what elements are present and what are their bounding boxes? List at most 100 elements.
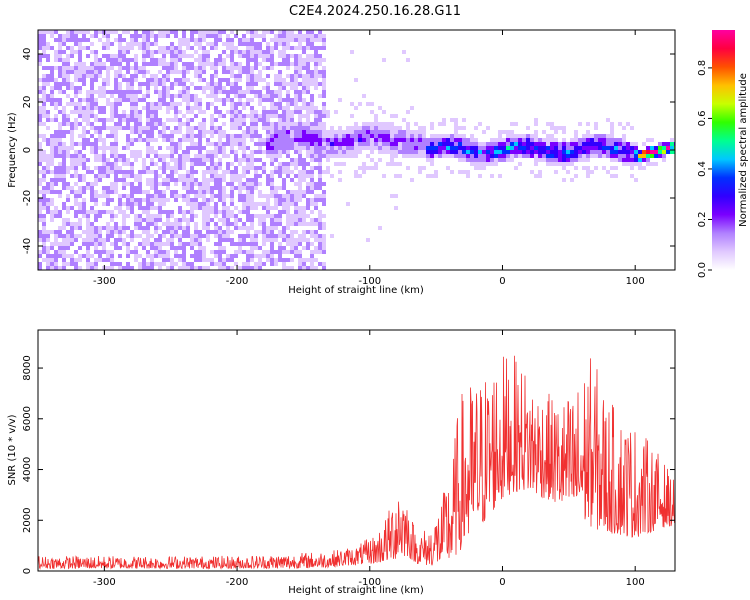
spectrogram-cell <box>134 226 138 230</box>
spectrogram-cell <box>58 134 62 138</box>
spectrogram-cell <box>298 58 302 62</box>
spectrogram-cell <box>42 90 46 94</box>
spectrogram-cell <box>202 62 206 66</box>
spectrogram-cell <box>242 210 246 214</box>
spectrogram-cell <box>202 70 206 74</box>
spectrogram-cell <box>78 66 82 70</box>
spectrogram-cell <box>42 106 46 110</box>
spectrogram-cell <box>130 186 134 190</box>
spectrogram-cell <box>666 142 670 146</box>
spectrogram-cell <box>206 130 210 134</box>
spectrogram-cell <box>106 238 110 242</box>
spectrogram-cell <box>306 202 310 206</box>
spectrogram-cell <box>66 58 70 62</box>
spectrogram-cell <box>58 90 62 94</box>
spectrogram-cell <box>290 162 294 166</box>
spectrogram-cell <box>546 122 550 126</box>
spectrogram-cell <box>670 142 674 146</box>
spectrogram-cell <box>294 246 298 250</box>
spectrogram-cell <box>394 146 398 150</box>
spectrogram-cell <box>146 198 150 202</box>
spectrogram-cell <box>222 146 226 150</box>
spectrogram-cell <box>250 54 254 58</box>
spectrogram-cell <box>154 246 158 250</box>
spectrogram-cell <box>270 106 274 110</box>
spectrogram-cell <box>258 190 262 194</box>
spectrogram-cell <box>370 182 374 186</box>
spectrogram-cell <box>110 126 114 130</box>
spectrogram-cell <box>430 142 434 146</box>
spectrogram-cell <box>110 242 114 246</box>
spectrogram-cell <box>210 134 214 138</box>
spectrogram-cell <box>370 138 374 142</box>
spectrogram-cell <box>506 154 510 158</box>
spectrogram-cell <box>394 194 398 198</box>
spectrogram-cell <box>50 134 54 138</box>
spectrogram-cell <box>38 134 42 138</box>
spectrogram-cell <box>510 134 514 138</box>
spectrogram-cell <box>62 78 66 82</box>
spectrogram-cell <box>394 130 398 134</box>
spectrogram-cell <box>234 222 238 226</box>
spectrogram-cell <box>382 166 386 170</box>
spectrogram-cell <box>254 242 258 246</box>
spectrogram-cell <box>282 62 286 66</box>
spectrogram-cell <box>286 134 290 138</box>
spectrogram-cell <box>350 122 354 126</box>
spectrogram-cell <box>382 122 386 126</box>
spectrogram-cell <box>294 122 298 126</box>
spectrogram-cell <box>214 94 218 98</box>
spectrogram-cell <box>610 150 614 154</box>
spectrogram-cell <box>66 218 70 222</box>
spectrogram-cell <box>410 114 414 118</box>
spectrogram-cell <box>106 254 110 258</box>
spectrogram-cell <box>174 182 178 186</box>
spectrogram-cell <box>58 122 62 126</box>
spectrogram-cell <box>106 54 110 58</box>
spectrogram-cell <box>162 74 166 78</box>
spectrogram-cell <box>322 158 326 162</box>
spectrogram-cell <box>302 66 306 70</box>
spectrogram-cell <box>122 66 126 70</box>
spectrogram-cell <box>82 166 86 170</box>
spectrogram-cell <box>626 154 630 158</box>
spectrogram-cell <box>306 214 310 218</box>
spectrogram-cell <box>222 134 226 138</box>
spectrogram-cell <box>298 186 302 190</box>
spectrogram-cell <box>518 158 522 162</box>
spectrogram-cell <box>594 154 598 158</box>
spectrogram-cell <box>246 166 250 170</box>
spectrogram-cell <box>94 234 98 238</box>
spectrogram-cell <box>218 262 222 266</box>
spectrogram-cell <box>138 114 142 118</box>
spectrogram-cell <box>130 114 134 118</box>
spectrogram-cell <box>286 98 290 102</box>
spectrogram-cell <box>418 138 422 142</box>
spectrogram-cell <box>182 178 186 182</box>
spectrogram-cell <box>302 222 306 226</box>
spectrogram-cell <box>494 158 498 162</box>
spectrogram-cell <box>358 126 362 130</box>
spectrogram-cell <box>218 158 222 162</box>
spectrogram-cell <box>78 210 82 214</box>
spectrogram-cell <box>326 178 330 182</box>
spectrogram-cell <box>294 238 298 242</box>
spectrogram-cell <box>250 222 254 226</box>
spectrogram-cell <box>314 130 318 134</box>
spectrogram-cell <box>238 54 242 58</box>
spectrogram-cell <box>454 138 458 142</box>
spectrogram-cell <box>150 186 154 190</box>
spectrogram-cell <box>162 90 166 94</box>
spectrogram-cell <box>550 150 554 154</box>
spectrogram-cell <box>266 126 270 130</box>
spectrogram-cell <box>346 158 350 162</box>
spectrogram-cell <box>170 174 174 178</box>
spectrogram-cell <box>94 138 98 142</box>
spectrogram-cell <box>166 90 170 94</box>
spectrogram-cell <box>570 154 574 158</box>
spectrogram-cell <box>94 190 98 194</box>
spectrogram-cell <box>410 106 414 110</box>
spectrogram-cell <box>322 38 326 42</box>
spectrogram-cell <box>362 122 366 126</box>
spectrogram-cell <box>78 106 82 110</box>
